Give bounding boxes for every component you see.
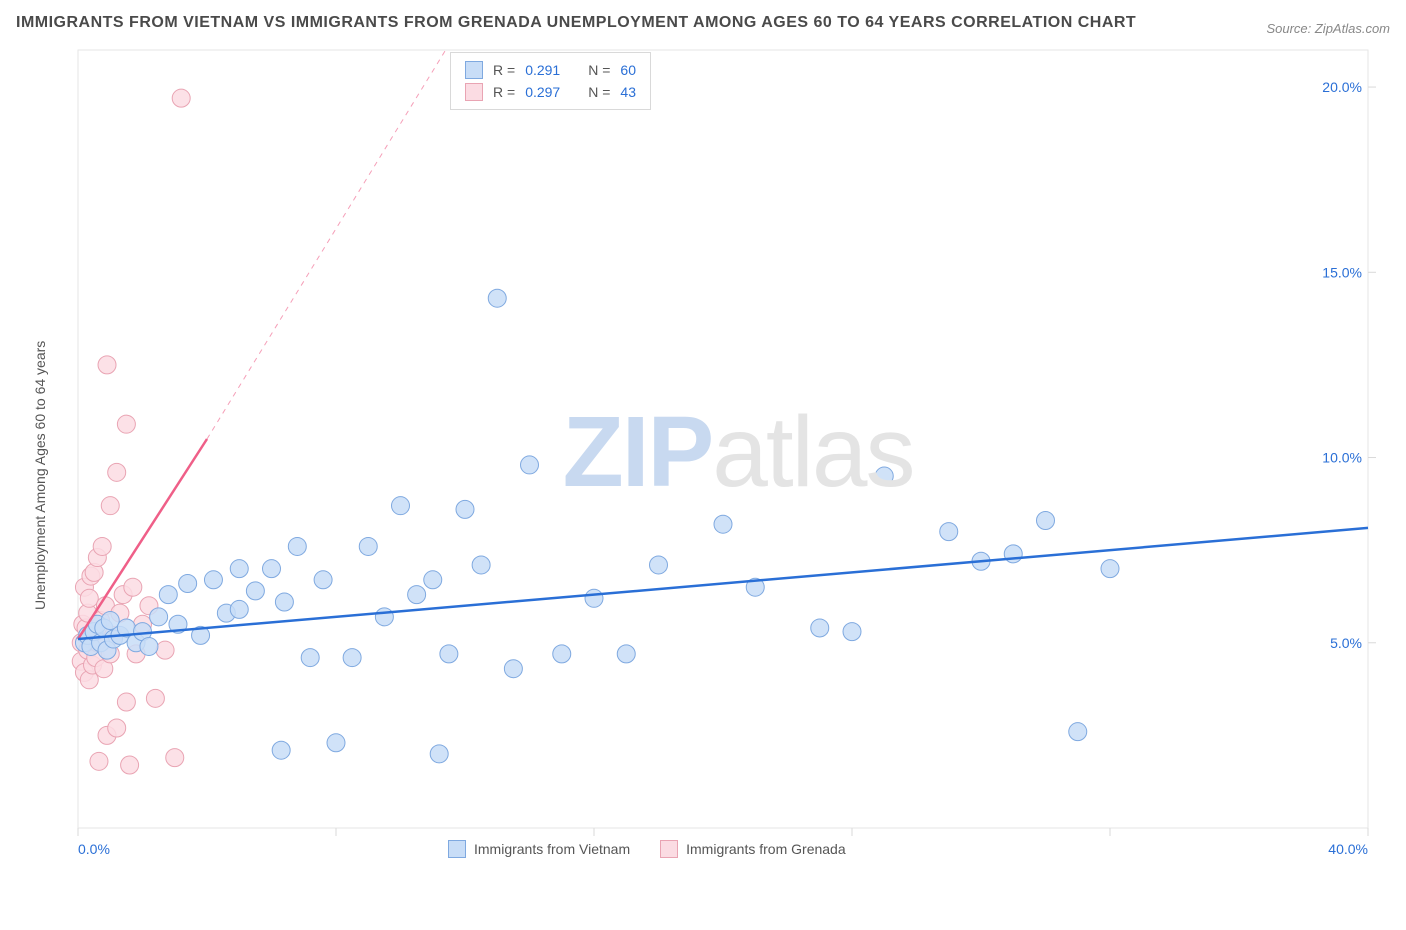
data-point — [940, 522, 958, 540]
y-tick-label: 20.0% — [1322, 79, 1362, 95]
legend-label: Immigrants from Vietnam — [474, 841, 630, 857]
data-point — [314, 570, 332, 588]
data-point — [488, 289, 506, 307]
data-point — [327, 733, 345, 751]
data-point — [843, 622, 861, 640]
trend-line-grenada-dashed — [207, 50, 446, 439]
chart-container: 0.0%40.0%5.0%10.0%15.0%20.0% ZIPatlas Un… — [16, 44, 1390, 884]
r-value: 0.291 — [525, 59, 560, 81]
data-point — [117, 415, 135, 433]
legend-item: Immigrants from Grenada — [660, 840, 846, 858]
data-point — [93, 537, 111, 555]
data-point — [179, 574, 197, 592]
data-point — [617, 644, 635, 662]
legend-swatch — [465, 83, 483, 101]
data-point — [430, 744, 448, 762]
data-point — [172, 89, 190, 107]
data-point — [375, 607, 393, 625]
data-point — [146, 689, 164, 707]
legend-label: Immigrants from Grenada — [686, 841, 846, 857]
chart-title: IMMIGRANTS FROM VIETNAM VS IMMIGRANTS FR… — [16, 10, 1136, 36]
r-value: 0.297 — [525, 81, 560, 103]
data-point — [124, 578, 142, 596]
data-point — [288, 537, 306, 555]
data-point — [230, 600, 248, 618]
legend-stats: R = 0.291 N = 60 R = 0.297 N = 43 — [450, 52, 651, 111]
legend-swatch — [465, 61, 483, 79]
data-point — [456, 500, 474, 518]
data-point — [108, 463, 126, 481]
legend-stat-row: R = 0.291 N = 60 — [465, 59, 636, 81]
data-point — [263, 559, 281, 577]
data-point — [650, 556, 668, 574]
data-point — [392, 496, 410, 514]
n-label: N = — [588, 59, 610, 81]
data-point — [714, 515, 732, 533]
data-point — [101, 496, 119, 514]
data-point — [117, 693, 135, 711]
data-point — [108, 719, 126, 737]
data-point — [1037, 511, 1055, 529]
legend-stat-row: R = 0.297 N = 43 — [465, 81, 636, 103]
data-point — [504, 659, 522, 677]
x-tick-label: 40.0% — [1328, 841, 1368, 857]
data-point — [521, 456, 539, 474]
data-point — [275, 593, 293, 611]
legend-swatch — [660, 840, 678, 858]
data-point — [156, 641, 174, 659]
n-value: 60 — [620, 59, 636, 81]
data-point — [875, 467, 893, 485]
data-point — [90, 752, 108, 770]
data-point — [301, 648, 319, 666]
source-label: Source: ZipAtlas.com — [1266, 21, 1390, 36]
data-point — [585, 589, 603, 607]
data-point — [359, 537, 377, 555]
data-point — [230, 559, 248, 577]
data-point — [204, 570, 222, 588]
trend-line-vietnam — [78, 528, 1368, 639]
data-point — [150, 607, 168, 625]
data-point — [80, 589, 98, 607]
data-point — [440, 644, 458, 662]
data-point — [343, 648, 361, 666]
legend-swatch — [448, 840, 466, 858]
n-label: N = — [588, 81, 610, 103]
y-tick-label: 15.0% — [1322, 264, 1362, 280]
data-point — [424, 570, 442, 588]
data-point — [166, 748, 184, 766]
y-tick-label: 5.0% — [1330, 634, 1362, 650]
r-label: R = — [493, 59, 515, 81]
legend-series: Immigrants from Vietnam Immigrants from G… — [448, 840, 846, 858]
n-value: 43 — [620, 81, 636, 103]
data-point — [272, 741, 290, 759]
data-point — [98, 355, 116, 373]
data-point — [811, 619, 829, 637]
y-tick-label: 10.0% — [1322, 449, 1362, 465]
r-label: R = — [493, 81, 515, 103]
y-axis-title: Unemployment Among Ages 60 to 64 years — [32, 340, 48, 609]
data-point — [140, 637, 158, 655]
data-point — [472, 556, 490, 574]
data-point — [553, 644, 571, 662]
scatter-chart: 0.0% 40.0% 5.0% 10.0% 15.0% 20.0% — [16, 44, 1390, 878]
legend-item: Immigrants from Vietnam — [448, 840, 630, 858]
x-tick-label: 0.0% — [78, 841, 110, 857]
data-point — [121, 756, 139, 774]
data-point — [1101, 559, 1119, 577]
data-point — [159, 585, 177, 603]
data-point — [246, 581, 264, 599]
data-point — [1069, 722, 1087, 740]
data-point — [408, 585, 426, 603]
